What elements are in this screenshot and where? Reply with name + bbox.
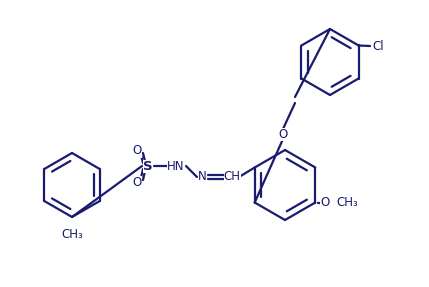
Text: CH₃: CH₃ [61,228,83,241]
Text: S: S [143,160,153,172]
Text: CH: CH [224,170,241,183]
Text: O: O [320,196,329,209]
Text: HN: HN [167,160,185,172]
Text: CH₃: CH₃ [336,196,358,209]
Text: Cl: Cl [372,40,384,53]
Text: O: O [133,175,142,189]
Text: O: O [133,144,142,158]
Text: N: N [198,170,206,183]
Text: O: O [278,127,287,141]
